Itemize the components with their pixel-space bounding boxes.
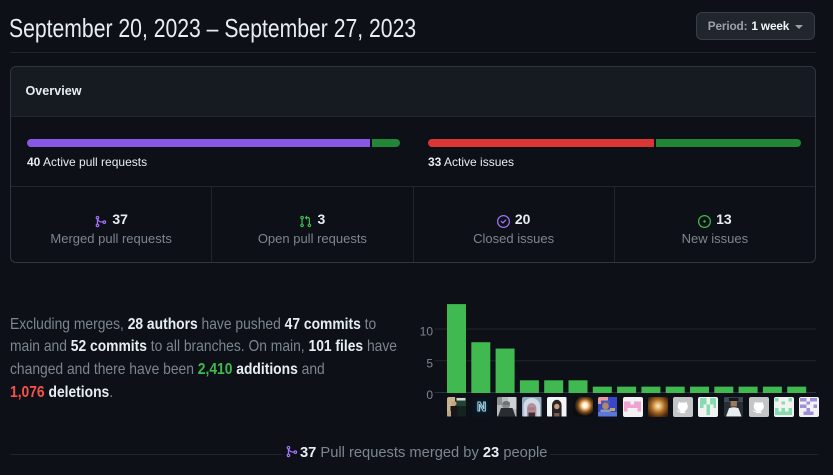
svg-text:0: 0: [426, 388, 433, 400]
svg-text:10: 10: [420, 325, 434, 339]
svg-text:5: 5: [426, 356, 433, 370]
